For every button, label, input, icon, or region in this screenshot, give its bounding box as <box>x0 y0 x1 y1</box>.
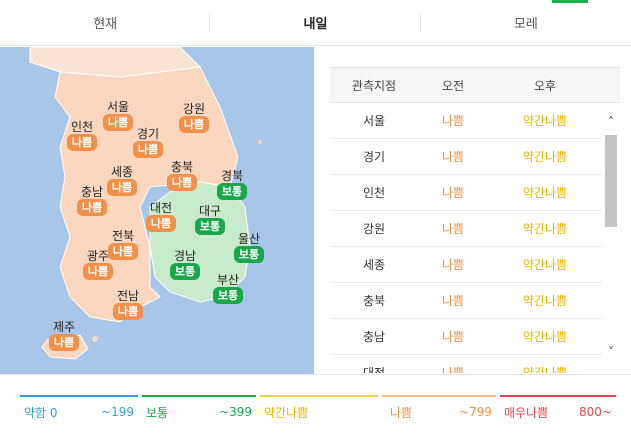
region-gyeongbuk-badge: 보통 <box>216 183 248 200</box>
region-seoul[interactable]: 서울 나쁨 <box>98 100 138 131</box>
table-rows[interactable]: 서울 나쁨 약간나쁨 경기 나쁨 약간나쁨 인천 나쁨 약간나쁨 강원 나쁨 약간나쁨 세종 나쁨… <box>330 103 602 373</box>
tab-tomorrow[interactable]: 내일 <box>210 0 421 45</box>
header-pm: 오후 <box>533 78 557 93</box>
region-gwangju[interactable]: 광주 나쁨 <box>78 249 118 280</box>
region-jeonnam-badge: 나쁨 <box>112 303 144 320</box>
aqi-legend: 약함 0 ~199 보통 ~399 약간나쁨 나쁨 ~799 매우나쁨 800~ <box>0 374 631 433</box>
region-jeonbuk[interactable]: 전북 나쁨 <box>103 229 143 260</box>
legend-moderate-bad: 약간나쁨 <box>260 395 378 425</box>
table-row: 세종 나쁨 약간나쁨 <box>330 247 602 283</box>
region-jeju[interactable]: 제주 나쁨 <box>44 320 84 351</box>
day-tabs: 현재 내일 모레 <box>0 0 631 46</box>
table-row: 인천 나쁨 약간나쁨 <box>330 175 602 211</box>
region-daegu[interactable]: 대구 보통 <box>190 204 230 235</box>
header-station: 관측지점 <box>351 78 397 93</box>
region-seoul-name: 서울 <box>106 100 130 114</box>
region-jeonbuk-name: 전북 <box>111 229 135 243</box>
region-gangwon[interactable]: 강원 나쁨 <box>174 102 214 133</box>
region-ulsan-name: 울산 <box>237 232 261 246</box>
scroll-down-icon[interactable]: ˅ <box>608 345 614 359</box>
region-daegu-name: 대구 <box>198 204 222 218</box>
header-am: 오전 <box>441 78 465 93</box>
region-incheon-badge: 나쁨 <box>66 134 98 151</box>
table-row: 충북 나쁨 약간나쁨 <box>330 283 602 319</box>
region-chungbuk[interactable]: 충북 나쁨 <box>162 160 202 191</box>
region-daejeon-badge: 나쁨 <box>145 215 177 232</box>
region-gwangju-badge: 나쁨 <box>82 263 114 280</box>
korea-map: 서울 나쁨 강원 나쁨 인천 나쁨 경기 나쁨 충북 나쁨 세종 나쁨 경북 보… <box>0 47 314 374</box>
region-jeonnam-name: 전남 <box>116 289 140 303</box>
region-sejong[interactable]: 세종 나쁨 <box>102 165 142 196</box>
region-incheon-name: 인천 <box>70 120 94 134</box>
legend-normal: 보통 ~399 <box>142 395 256 425</box>
tab-day-after[interactable]: 모레 <box>421 0 631 45</box>
tab-day-after-label: 모레 <box>513 17 538 32</box>
region-chungnam-badge: 나쁨 <box>76 199 108 216</box>
region-ulsan-badge: 보통 <box>233 246 265 263</box>
region-jeju-badge: 나쁨 <box>48 334 80 351</box>
region-gyeongnam-name: 경남 <box>173 249 197 263</box>
region-ulsan[interactable]: 울산 보통 <box>229 232 269 263</box>
region-busan-name: 부산 <box>216 273 240 287</box>
region-gyeonggi-name: 경기 <box>136 127 160 141</box>
region-gyeongnam-badge: 보통 <box>169 263 201 280</box>
legend-bad: 나쁨 ~799 <box>382 395 496 425</box>
scrollbar-thumb[interactable] <box>605 135 617 227</box>
region-busan-badge: 보통 <box>212 287 244 304</box>
region-daejeon[interactable]: 대전 나쁨 <box>141 201 181 232</box>
region-daegu-badge: 보통 <box>194 218 226 235</box>
region-chungbuk-badge: 나쁨 <box>166 174 198 191</box>
region-gangwon-name: 강원 <box>182 102 206 116</box>
region-gyeongnam[interactable]: 경남 보통 <box>165 249 205 280</box>
region-jeju-name: 제주 <box>52 320 76 334</box>
legend-good: 약함 0 ~199 <box>20 395 138 425</box>
region-incheon[interactable]: 인천 나쁨 <box>62 120 102 151</box>
region-jeonbuk-badge: 나쁨 <box>107 243 139 260</box>
region-jeonnam[interactable]: 전남 나쁨 <box>108 289 148 320</box>
region-chungbuk-name: 충북 <box>170 160 194 174</box>
region-chungnam-name: 충남 <box>80 185 104 199</box>
tab-tomorrow-label: 내일 <box>303 17 328 32</box>
region-sejong-name: 세종 <box>110 165 134 179</box>
scroll-up-icon[interactable]: ˄ <box>608 115 614 129</box>
table-row: 충남 나쁨 약간나쁨 <box>330 319 602 355</box>
table-scrollbar[interactable]: ˄ ˅ <box>602 103 620 365</box>
tab-today[interactable]: 현재 <box>0 0 211 45</box>
table-row: 서울 나쁨 약간나쁨 <box>330 103 602 139</box>
region-busan[interactable]: 부산 보통 <box>208 273 248 304</box>
region-gyeongbuk[interactable]: 경북 보통 <box>212 169 252 200</box>
region-gyeonggi-badge: 나쁨 <box>132 141 164 158</box>
legend-very-bad: 매우나쁨 800~ <box>500 395 616 425</box>
table-row: 대전 나쁨 약간나쁨 <box>330 355 602 373</box>
tab-accent-line <box>552 0 588 3</box>
table-header: 관측지점 오전 오후 <box>330 67 620 103</box>
region-gyeongbuk-name: 경북 <box>220 169 244 183</box>
region-gangwon-badge: 나쁨 <box>178 116 210 133</box>
region-sejong-badge: 나쁨 <box>106 179 138 196</box>
region-chungnam[interactable]: 충남 나쁨 <box>72 185 112 216</box>
tab-today-label: 현재 <box>93 17 118 32</box>
table-row: 경기 나쁨 약간나쁨 <box>330 139 602 175</box>
table-row: 강원 나쁨 약간나쁨 <box>330 211 602 247</box>
region-gwangju-name: 광주 <box>86 249 110 263</box>
region-daejeon-name: 대전 <box>149 201 173 215</box>
region-gyeonggi[interactable]: 경기 나쁨 <box>128 127 168 158</box>
region-seoul-badge: 나쁨 <box>102 114 134 131</box>
forecast-table: 관측지점 오전 오후 서울 나쁨 약간나쁨 경기 나쁨 약간나쁨 인천 나쁨 약간나쁨 강원… <box>330 67 620 373</box>
